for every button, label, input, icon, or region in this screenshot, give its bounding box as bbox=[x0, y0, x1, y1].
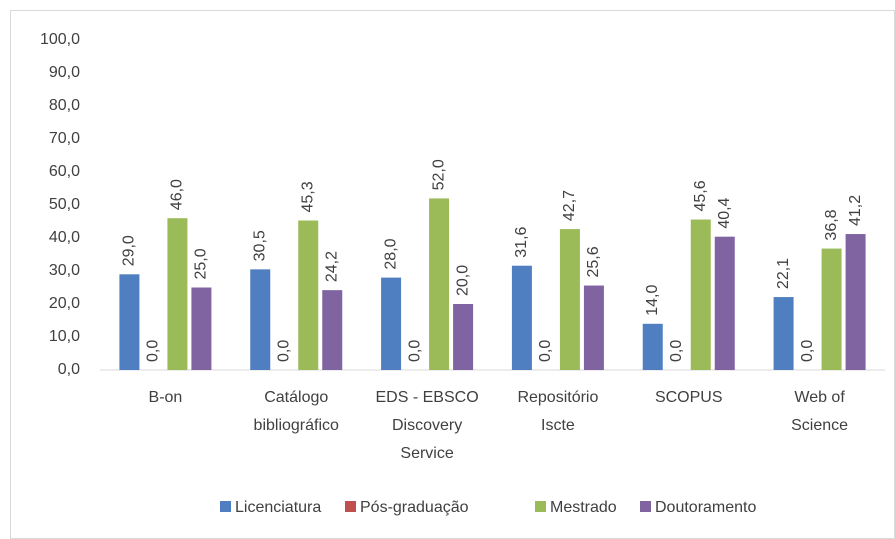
legend-label: Pós-graduação bbox=[360, 499, 469, 516]
y-tick-label: 50,0 bbox=[49, 196, 80, 213]
bar bbox=[714, 236, 735, 370]
bar bbox=[642, 323, 663, 370]
chart-border bbox=[10, 10, 895, 539]
value-label: 0,0 bbox=[668, 340, 685, 362]
y-tick-label: 60,0 bbox=[49, 163, 80, 180]
value-label: 0,0 bbox=[145, 340, 162, 362]
bar bbox=[821, 248, 842, 370]
bar bbox=[429, 198, 450, 370]
value-label: 28,0 bbox=[382, 238, 399, 269]
value-label: 24,2 bbox=[323, 251, 340, 282]
y-tick-label: 40,0 bbox=[49, 229, 80, 246]
value-label: 0,0 bbox=[799, 340, 816, 362]
bar bbox=[453, 304, 474, 370]
y-tick-label: 30,0 bbox=[49, 262, 80, 279]
y-tick-label: 10,0 bbox=[49, 328, 80, 345]
value-label: 46,0 bbox=[169, 179, 186, 210]
x-tick-label: Web of Science bbox=[791, 389, 848, 434]
value-label: 45,6 bbox=[692, 180, 709, 211]
value-label: 30,5 bbox=[251, 230, 268, 261]
bar bbox=[381, 277, 402, 370]
value-label: 40,4 bbox=[716, 197, 733, 228]
y-tick-label: 70,0 bbox=[49, 130, 80, 147]
value-label: 36,8 bbox=[823, 209, 840, 240]
y-tick-label: 0,0 bbox=[58, 361, 80, 378]
bar bbox=[773, 297, 794, 370]
value-label: 14,0 bbox=[644, 285, 661, 316]
x-tick-label: Catálogo bibliográfico bbox=[254, 389, 339, 434]
y-tick-label: 90,0 bbox=[49, 64, 80, 81]
value-label: 0,0 bbox=[537, 340, 554, 362]
bar bbox=[583, 285, 604, 370]
value-label: 29,0 bbox=[121, 235, 138, 266]
value-label: 0,0 bbox=[275, 340, 292, 362]
bar bbox=[167, 218, 188, 370]
legend-label: Doutoramento bbox=[655, 499, 756, 516]
value-label: 31,6 bbox=[513, 226, 530, 257]
value-label: 0,0 bbox=[406, 340, 423, 362]
legend-swatch bbox=[345, 501, 356, 512]
x-tick-label: Repositório Iscte bbox=[517, 389, 598, 434]
y-tick-label: 80,0 bbox=[49, 97, 80, 114]
value-label: 22,1 bbox=[775, 258, 792, 289]
value-label: 25,6 bbox=[585, 246, 602, 277]
y-tick-label: 100,0 bbox=[40, 31, 80, 48]
value-label: 42,7 bbox=[561, 190, 578, 221]
x-tick-label: SCOPUS bbox=[655, 389, 723, 406]
bar bbox=[298, 220, 319, 370]
x-tick-label: B-on bbox=[149, 389, 183, 406]
legend-swatch bbox=[220, 501, 231, 512]
legend-swatch bbox=[640, 501, 651, 512]
bar bbox=[845, 234, 866, 370]
value-label: 41,2 bbox=[847, 195, 864, 226]
legend-label: Mestrado bbox=[550, 499, 617, 516]
value-label: 45,3 bbox=[299, 181, 316, 212]
bar bbox=[322, 290, 343, 370]
value-label: 20,0 bbox=[454, 265, 471, 296]
value-label: 52,0 bbox=[430, 159, 447, 190]
y-tick-label: 20,0 bbox=[49, 295, 80, 312]
x-tick-label: EDS - EBSCO Discovery Service bbox=[376, 389, 479, 462]
bar bbox=[559, 229, 580, 370]
bar bbox=[690, 219, 711, 370]
bar bbox=[250, 269, 271, 370]
bar bbox=[511, 265, 532, 370]
value-label: 25,0 bbox=[193, 248, 210, 279]
bar bbox=[119, 274, 140, 370]
bar bbox=[191, 287, 212, 370]
legend-swatch bbox=[535, 501, 546, 512]
legend-label: Licenciatura bbox=[235, 499, 321, 516]
